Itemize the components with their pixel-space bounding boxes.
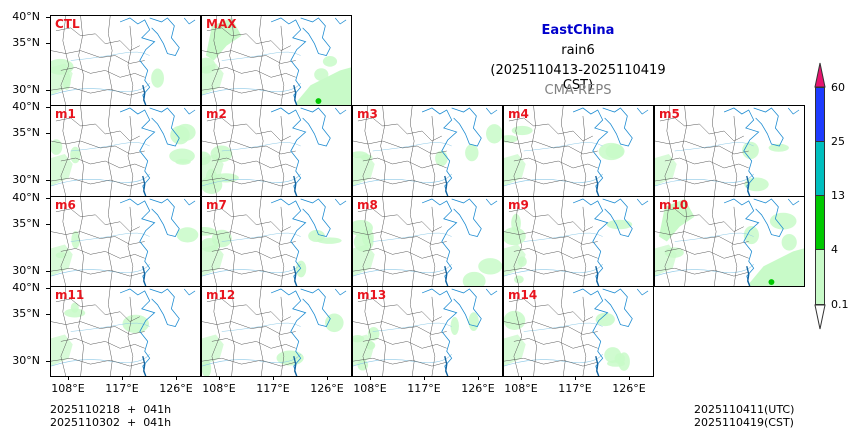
lat-tick-label: 40°N	[0, 10, 50, 23]
colorbar-over-triangle-icon	[814, 62, 826, 88]
map-panel-m13: m13	[352, 286, 503, 377]
map-panel-m9: m9	[503, 196, 654, 287]
map-panel-m10: m10	[654, 196, 805, 287]
map-panel-m1: m1	[50, 105, 201, 197]
panel-label: m12	[206, 288, 236, 302]
lon-tick-label: 108°E	[345, 376, 395, 395]
panel-label: m5	[659, 107, 680, 121]
valid-time-cst: 2025110419(CST)	[694, 416, 794, 429]
panel-label: CTL	[55, 17, 80, 31]
lat-tick-label: 35°N	[0, 36, 50, 49]
period-title: (2025110413-2025110419 CST)	[490, 63, 666, 93]
colorbar-label-13: 13	[831, 189, 845, 202]
lat-tick-label: 40°N	[0, 100, 50, 113]
panel-label: m7	[206, 198, 227, 212]
panel-label: m8	[357, 198, 378, 212]
lat-tick-label: 30°N	[0, 173, 50, 186]
panel-label: m6	[55, 198, 76, 212]
map-panel-ctl: CTL	[50, 15, 201, 106]
panel-label: MAX	[206, 17, 237, 31]
lon-tick-label: 126°E	[453, 376, 503, 395]
lon-tick-label: 126°E	[151, 376, 201, 395]
colorbar-segment-25-60	[815, 87, 825, 142]
lon-tick-label: 117°E	[399, 376, 449, 395]
panel-label: m14	[508, 288, 538, 302]
valid-time-utc: 2025110411(UTC)	[694, 403, 795, 416]
lat-tick-label: 30°N	[0, 83, 50, 96]
map-panel-m14: m14	[503, 286, 654, 377]
map-panel-m12: m12	[201, 286, 352, 377]
lat-tick-label: 30°N	[0, 264, 50, 277]
colorbar-under-triangle-icon	[814, 304, 826, 330]
lon-tick-label: 108°E	[194, 376, 244, 395]
map-panel-m11: m11	[50, 286, 201, 377]
colorbar-label-60: 60	[831, 81, 845, 94]
map-panel-m7: m7	[201, 196, 352, 287]
init-time-line2: 2025110302 + 041h	[50, 416, 172, 429]
colorbar-label-4: 4	[831, 243, 838, 256]
model-title: CMA-REPS	[544, 83, 612, 98]
colorbar-label-25: 25	[831, 135, 845, 148]
lat-tick-label: 35°N	[0, 217, 50, 230]
lon-tick-label: 108°E	[496, 376, 546, 395]
colorbar-label-0.1: 0.1	[831, 298, 849, 311]
map-panel-m5: m5	[654, 105, 805, 197]
lon-tick-label: 117°E	[550, 376, 600, 395]
panel-label: m9	[508, 198, 529, 212]
map-panel-m6: m6	[50, 196, 201, 287]
panel-label: m10	[659, 198, 689, 212]
map-panel-max: MAX	[201, 15, 352, 106]
map-panel-m8: m8	[352, 196, 503, 287]
map-panel-m3: m3	[352, 105, 503, 197]
panel-label: m1	[55, 107, 76, 121]
variable-title: rain6	[561, 43, 595, 58]
lat-tick-label: 40°N	[0, 281, 50, 294]
panel-label: m13	[357, 288, 387, 302]
lat-tick-label: 35°N	[0, 307, 50, 320]
region-title: EastChina	[541, 23, 615, 38]
panel-label: m2	[206, 107, 227, 121]
panel-label: m4	[508, 107, 529, 121]
lat-tick-label: 40°N	[0, 191, 50, 204]
panel-label: m11	[55, 288, 85, 302]
lon-tick-label: 126°E	[302, 376, 352, 395]
colorbar-segment-13-25	[815, 141, 825, 196]
panel-label: m3	[357, 107, 378, 121]
colorbar-segment-4-13	[815, 195, 825, 250]
lon-tick-label: 126°E	[604, 376, 654, 395]
lon-tick-label: 108°E	[43, 376, 93, 395]
map-panel-m4: m4	[503, 105, 654, 197]
colorbar-segment-0.1-4	[815, 249, 825, 305]
lat-tick-label: 30°N	[0, 354, 50, 367]
lon-tick-label: 117°E	[97, 376, 147, 395]
lat-tick-label: 35°N	[0, 126, 50, 139]
map-panel-m2: m2	[201, 105, 352, 197]
init-time-line1: 2025110218 + 041h	[50, 403, 172, 416]
lon-tick-label: 117°E	[248, 376, 298, 395]
